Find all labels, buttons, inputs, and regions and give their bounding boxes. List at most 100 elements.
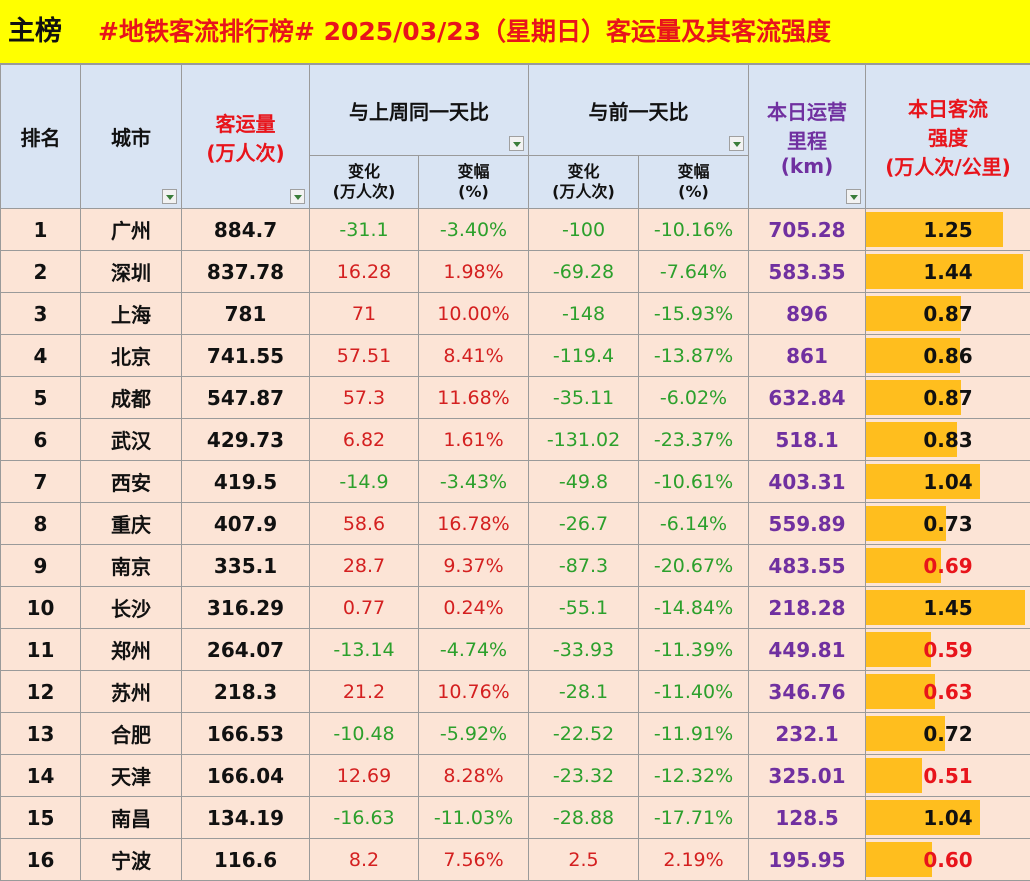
week-change-cell: -13.14	[310, 629, 419, 671]
day-change-cell: -23.32	[529, 755, 639, 797]
rank-cell: 9	[1, 545, 81, 587]
header-day-change-unit: (万人次)	[529, 182, 638, 202]
day-change-cell: -119.4	[529, 335, 639, 377]
volume-cell: 429.73	[182, 419, 310, 461]
day-pct-cell: -17.71%	[639, 797, 749, 839]
intensity-value: 0.72	[923, 722, 972, 746]
filter-dropdown-icon[interactable]	[290, 189, 305, 204]
filter-dropdown-icon[interactable]	[846, 189, 861, 204]
header-week-pct-label: 变幅	[419, 162, 528, 182]
week-change-cell: 71	[310, 293, 419, 335]
day-pct-cell: -11.39%	[639, 629, 749, 671]
header-city: 城市	[81, 65, 182, 209]
header-day-change: 变化 (万人次)	[529, 156, 639, 209]
volume-cell: 837.78	[182, 251, 310, 293]
day-change-cell: -100	[529, 209, 639, 251]
intensity-value: 0.87	[923, 302, 972, 326]
mileage-cell: 705.28	[749, 209, 866, 251]
intensity-cell: 1.44	[866, 251, 1030, 293]
filter-dropdown-icon[interactable]	[162, 189, 177, 204]
header-rank: 排名	[1, 65, 81, 209]
intensity-value: 0.60	[923, 848, 972, 872]
header-day-group: 与前一天比	[529, 65, 749, 156]
filter-dropdown-icon[interactable]	[509, 136, 524, 151]
week-pct-cell: 0.24%	[419, 587, 529, 629]
mileage-cell: 896	[749, 293, 866, 335]
header-day-group-label: 与前一天比	[589, 100, 689, 124]
header-day-change-label: 变化	[529, 162, 638, 182]
rank-cell: 3	[1, 293, 81, 335]
week-change-cell: 12.69	[310, 755, 419, 797]
ranking-table: 排名 城市 客运量 (万人次) 与上周同一天比 与前一天比	[0, 64, 1030, 881]
header-intensity: 本日客流 强度 (万人次/公里)	[866, 65, 1030, 209]
intensity-cell: 0.63	[866, 671, 1030, 713]
week-pct-cell: 16.78%	[419, 503, 529, 545]
intensity-bar	[866, 632, 931, 667]
header-week-group: 与上周同一天比	[310, 65, 529, 156]
rank-cell: 15	[1, 797, 81, 839]
intensity-cell: 0.86	[866, 335, 1030, 377]
intensity-cell: 1.25	[866, 209, 1030, 251]
week-pct-cell: -3.43%	[419, 461, 529, 503]
city-cell: 重庆	[81, 503, 182, 545]
city-cell: 广州	[81, 209, 182, 251]
day-change-cell: -148	[529, 293, 639, 335]
day-change-cell: -69.28	[529, 251, 639, 293]
mileage-cell: 195.95	[749, 839, 866, 881]
intensity-cell: 1.45	[866, 587, 1030, 629]
week-pct-cell: 8.41%	[419, 335, 529, 377]
week-pct-cell: -4.74%	[419, 629, 529, 671]
city-cell: 成都	[81, 377, 182, 419]
day-change-cell: -49.8	[529, 461, 639, 503]
intensity-cell: 0.83	[866, 419, 1030, 461]
week-pct-cell: -11.03%	[419, 797, 529, 839]
week-pct-cell: -3.40%	[419, 209, 529, 251]
mileage-cell: 403.31	[749, 461, 866, 503]
week-change-cell: -10.48	[310, 713, 419, 755]
mileage-cell: 449.81	[749, 629, 866, 671]
mileage-cell: 583.35	[749, 251, 866, 293]
mileage-cell: 325.01	[749, 755, 866, 797]
rank-cell: 13	[1, 713, 81, 755]
intensity-value: 0.63	[923, 680, 972, 704]
rank-cell: 16	[1, 839, 81, 881]
week-pct-cell: 7.56%	[419, 839, 529, 881]
day-change-cell: -131.02	[529, 419, 639, 461]
city-cell: 上海	[81, 293, 182, 335]
day-change-cell: -87.3	[529, 545, 639, 587]
city-cell: 郑州	[81, 629, 182, 671]
week-change-cell: 57.51	[310, 335, 419, 377]
intensity-value: 0.73	[923, 512, 972, 536]
day-pct-cell: -6.14%	[639, 503, 749, 545]
volume-cell: 884.7	[182, 209, 310, 251]
week-change-cell: -31.1	[310, 209, 419, 251]
rank-cell: 2	[1, 251, 81, 293]
mileage-cell: 218.28	[749, 587, 866, 629]
day-pct-cell: -11.40%	[639, 671, 749, 713]
intensity-value: 1.04	[923, 470, 972, 494]
day-pct-cell: -12.32%	[639, 755, 749, 797]
rank-cell: 5	[1, 377, 81, 419]
filter-dropdown-icon[interactable]	[729, 136, 744, 151]
day-pct-cell: -6.02%	[639, 377, 749, 419]
intensity-cell: 0.60	[866, 839, 1030, 881]
day-pct-cell: -20.67%	[639, 545, 749, 587]
intensity-cell: 0.59	[866, 629, 1030, 671]
week-pct-cell: 8.28%	[419, 755, 529, 797]
city-cell: 南京	[81, 545, 182, 587]
week-change-cell: 58.6	[310, 503, 419, 545]
rank-cell: 12	[1, 671, 81, 713]
header-week-pct-unit: (%)	[419, 182, 528, 202]
mileage-cell: 861	[749, 335, 866, 377]
intensity-value: 0.51	[923, 764, 972, 788]
header-intensity-label: 本日客流	[866, 93, 1030, 122]
day-change-cell: -28.88	[529, 797, 639, 839]
header-city-label: 城市	[111, 126, 151, 150]
